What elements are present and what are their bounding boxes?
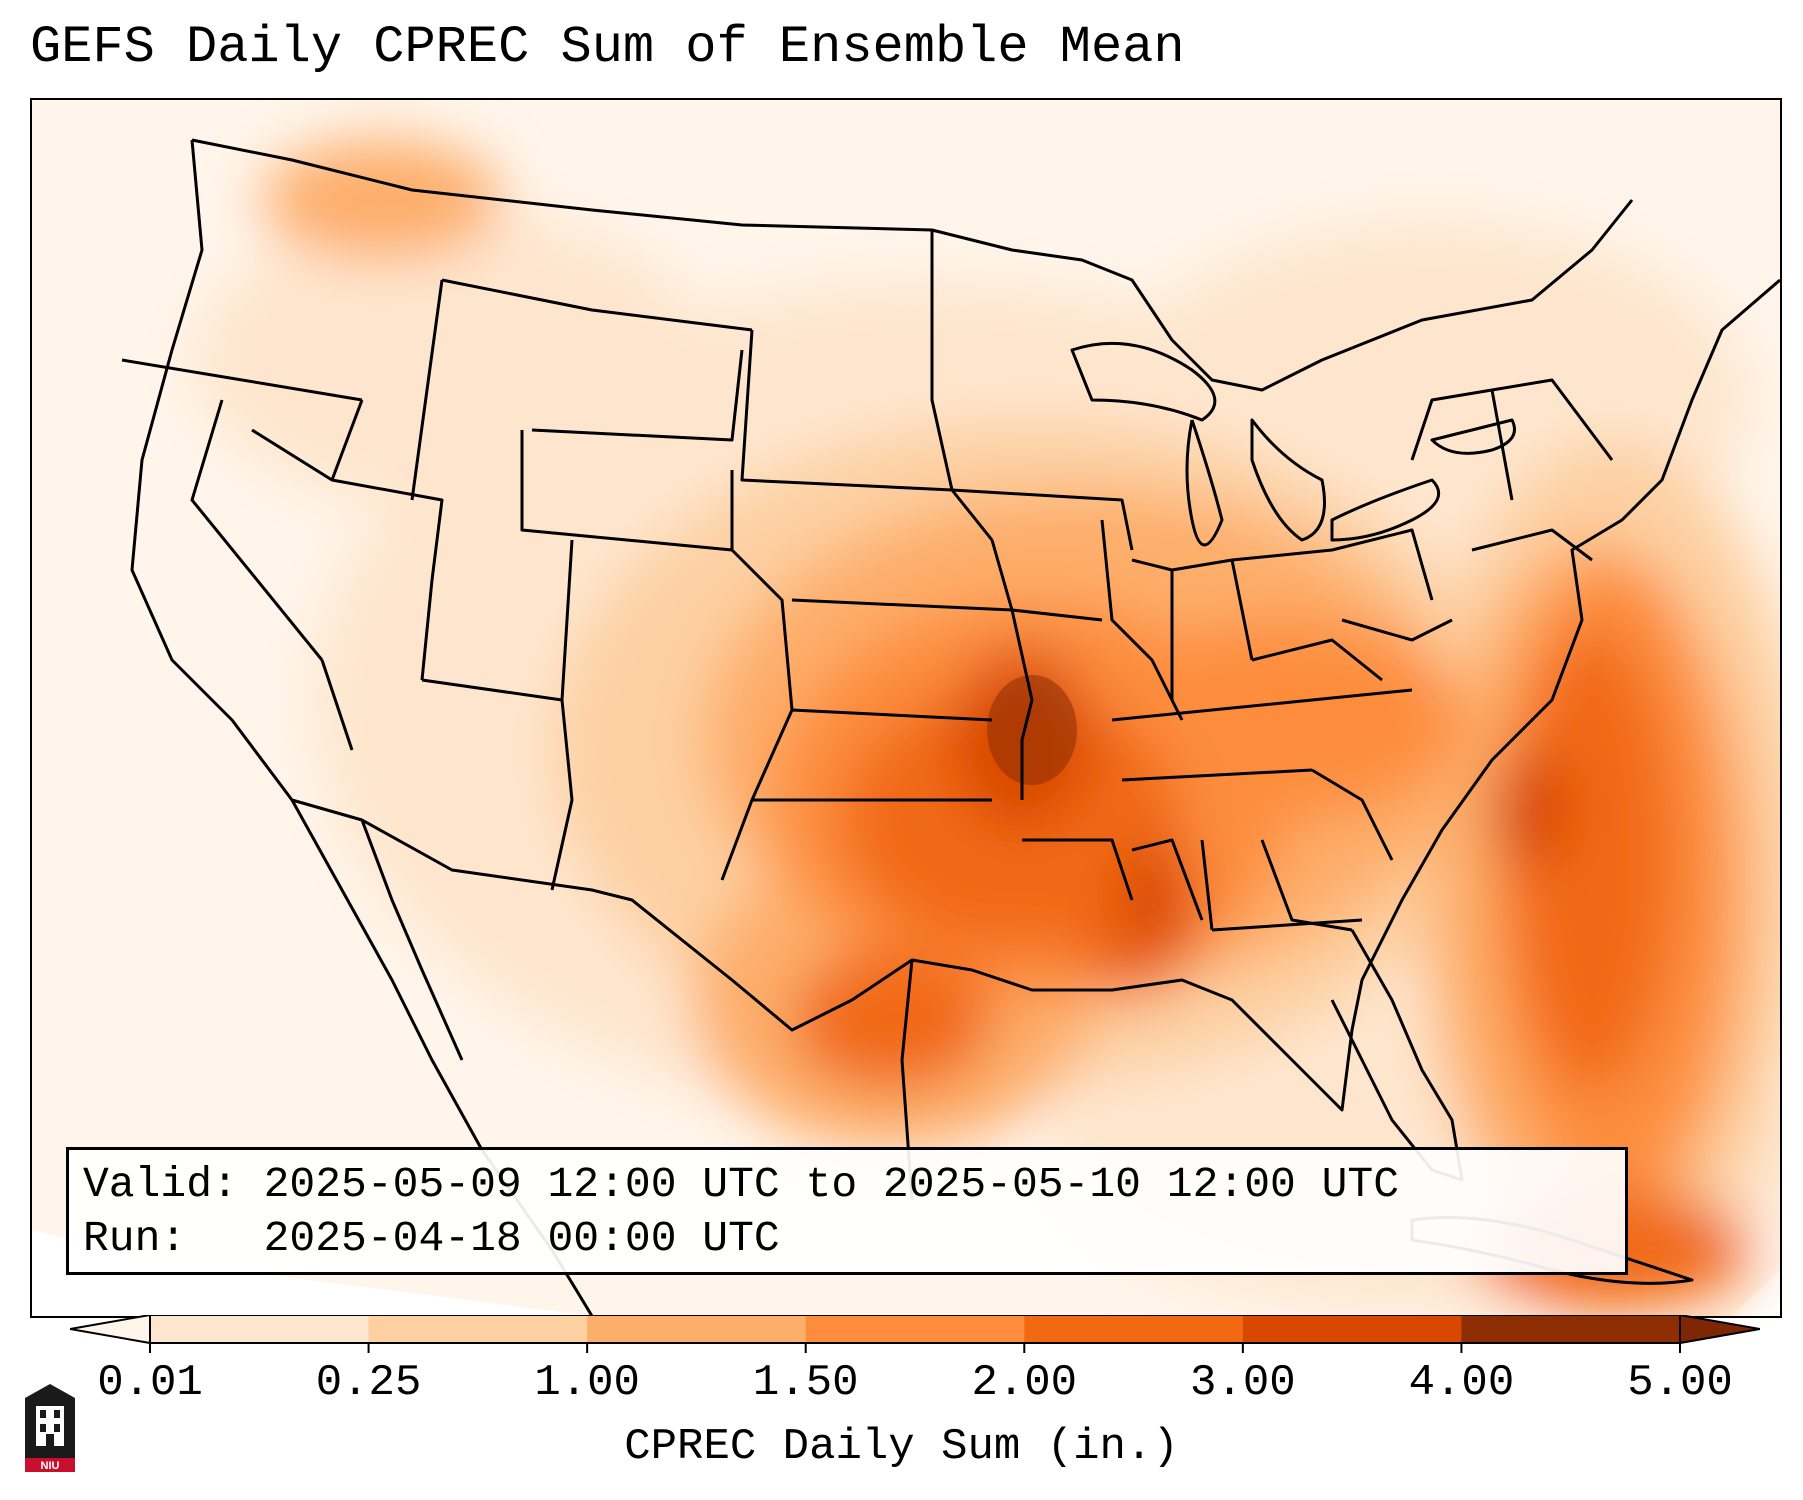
colorbar-segment [1024, 1315, 1244, 1343]
colorbar-tick-label: 2.00 [971, 1358, 1078, 1408]
valid-line: Valid: 2025-05-09 12:00 UTC to 2025-05-1… [83, 1160, 1400, 1209]
no-data-corner-right [1732, 1270, 1780, 1316]
niu-logo: NIU [25, 1384, 75, 1472]
colorbar-segment [150, 1315, 370, 1343]
colorbar-segment [1242, 1315, 1462, 1343]
max-core [987, 675, 1077, 785]
colorbar-segment [1461, 1315, 1681, 1343]
colorbar-tick-label: 1.50 [752, 1358, 859, 1408]
colorbar-segment [587, 1315, 807, 1343]
colorbar-segment [805, 1315, 1025, 1343]
colorbar-label: CPREC Daily Sum (in.) [624, 1422, 1179, 1472]
colorbar [70, 1315, 1760, 1353]
colorbar-segment [368, 1315, 588, 1343]
colorbar-tick-label: 3.00 [1190, 1358, 1296, 1408]
precip-map-svg [32, 100, 1780, 1316]
colorbar-tick-label: 0.25 [315, 1358, 422, 1408]
colorbar-ticks [149, 1343, 1681, 1353]
colorbar-extend-high [1679, 1315, 1760, 1345]
no-data-corner [32, 1230, 592, 1316]
colorbar-tick-label: 0.01 [97, 1358, 203, 1408]
precip-map [30, 98, 1782, 1318]
colorbar-segments [150, 1315, 1681, 1343]
logo-text: NIU [41, 1460, 60, 1472]
map-title: GEFS Daily CPREC Sum of Ensemble Mean [30, 18, 1185, 77]
run-line: Run: 2025-04-18 00:00 UTC [83, 1214, 780, 1263]
logo-band [25, 1458, 75, 1472]
colorbar-extend-low [70, 1315, 151, 1345]
colorbar-tick-label: 5.00 [1627, 1358, 1733, 1408]
colorbar-tick-label: 1.00 [534, 1358, 640, 1408]
valid-run-box: Valid: 2025-05-09 12:00 UTC to 2025-05-1… [66, 1147, 1628, 1275]
colorbar-outline [149, 1315, 1681, 1344]
colorbar-tick-label: 4.00 [1408, 1358, 1515, 1408]
